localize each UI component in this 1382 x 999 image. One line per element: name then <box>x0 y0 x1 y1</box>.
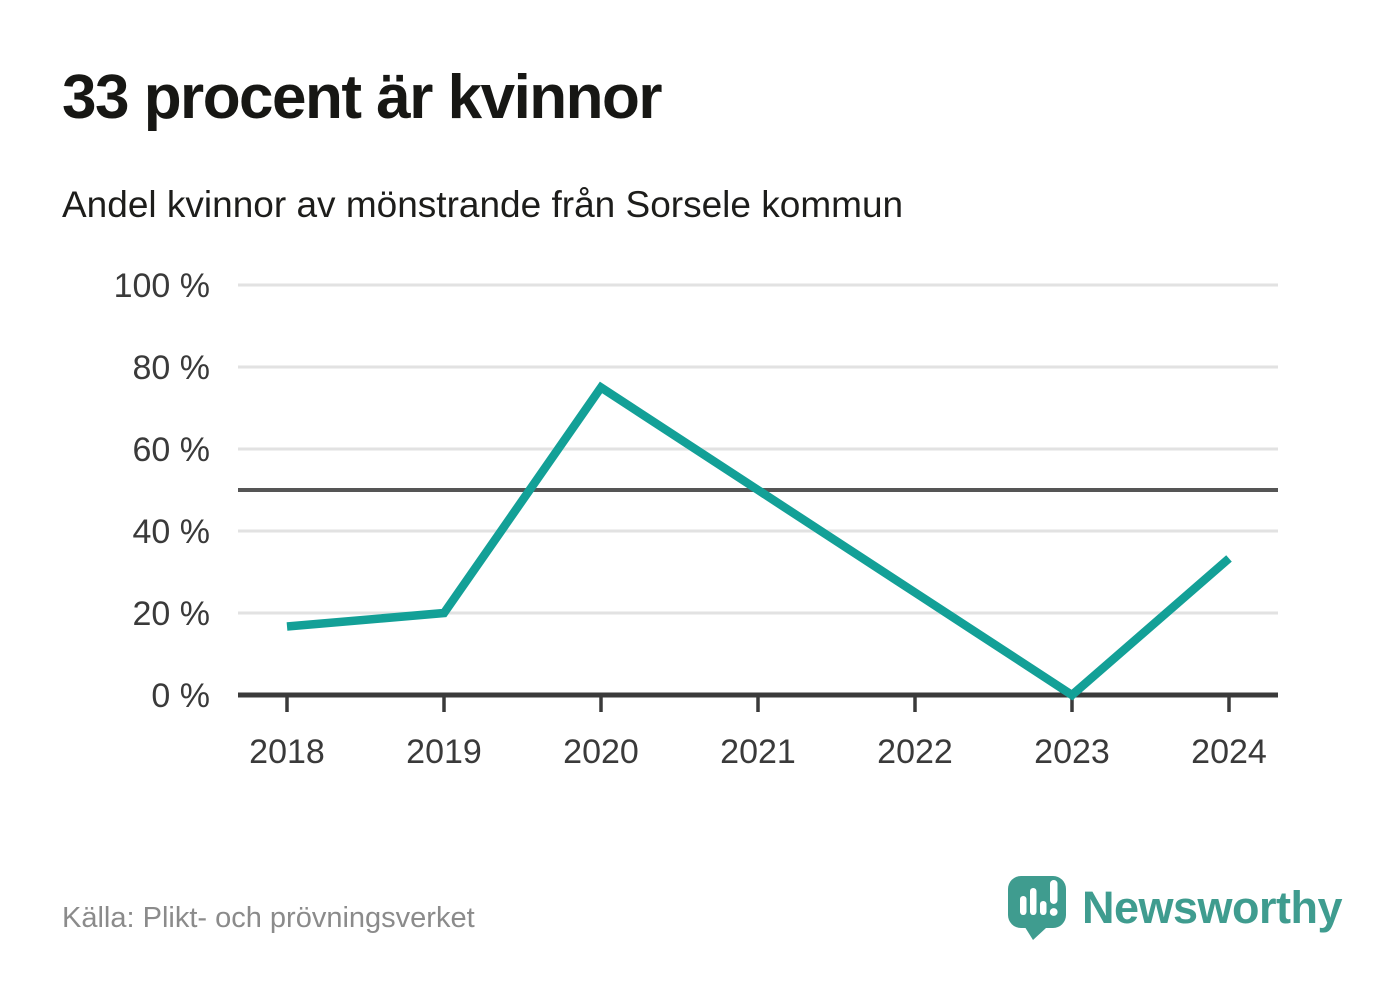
x-axis-label: 2024 <box>1191 733 1267 771</box>
newsworthy-logo-icon <box>1008 876 1066 940</box>
y-axis-label: 100 % <box>114 267 210 305</box>
data-line <box>286 381 1232 701</box>
y-axis-label: 80 % <box>133 349 211 387</box>
x-axis-label: 2022 <box>877 733 953 771</box>
source-caption: Källa: Plikt- och prövningsverket <box>62 902 475 934</box>
logo-bar-icon <box>1040 901 1047 915</box>
x-axis-label: 2020 <box>563 733 639 771</box>
y-axis-label: 40 % <box>133 513 211 551</box>
brand-name: Newsworthy <box>1082 882 1343 933</box>
x-axis-label: 2018 <box>249 733 325 771</box>
y-axis-label: 0 % <box>151 677 210 715</box>
y-axis-label: 20 % <box>133 595 211 633</box>
logo-exclamation-dot <box>1049 908 1058 916</box>
line-chart: 0 % 20 % 40 % 60 % 80 % 100 % 2018 2019 2020 2021… <box>114 267 1278 771</box>
y-axis-label: 60 % <box>133 431 211 469</box>
x-axis-label: 2019 <box>406 733 482 771</box>
logo-bar-icon <box>1030 888 1037 915</box>
logo-bar-icon <box>1020 896 1027 915</box>
x-axis-label: 2023 <box>1034 733 1110 771</box>
logo-exclamation-icon <box>1050 880 1058 904</box>
chart-subtitle: Andel kvinnor av mönstrande från Sorsele… <box>62 184 904 225</box>
x-axis-label: 2021 <box>720 733 796 771</box>
page-title: 33 procent är kvinnor <box>62 63 663 132</box>
brand-logo: Newsworthy <box>1008 876 1343 942</box>
